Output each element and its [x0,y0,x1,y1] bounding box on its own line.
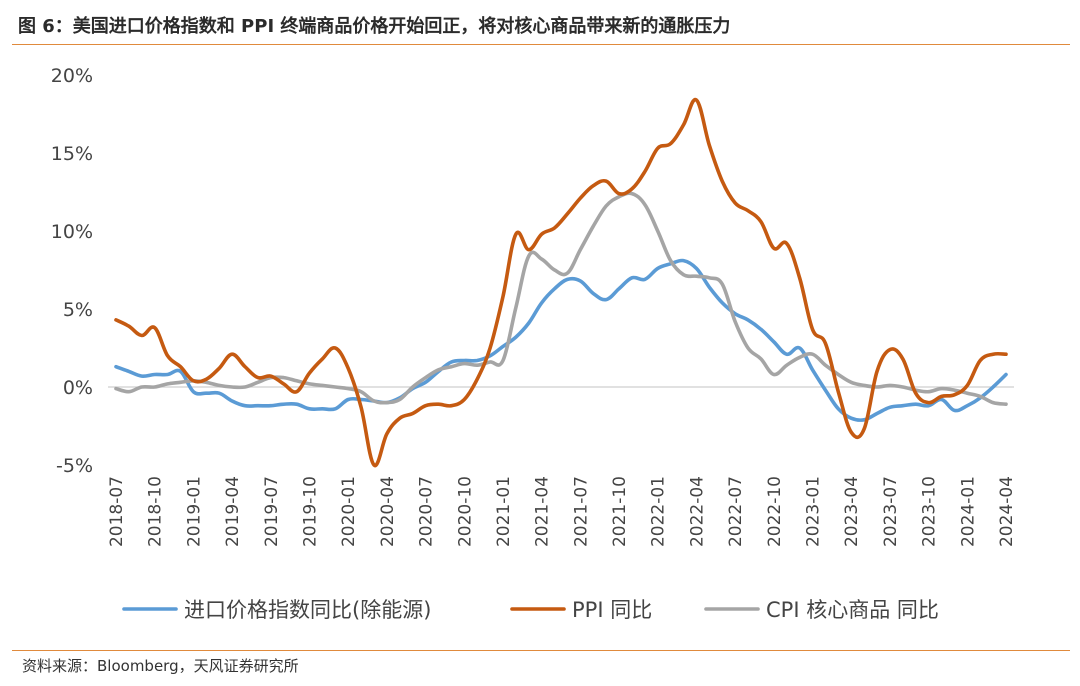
legend-label: PPI 同比 [572,598,652,622]
x-tick-label: 2022-04 [687,476,707,547]
x-tick-label: 2020-10 [455,476,475,547]
chart-title: 图 6：美国进口价格指数和 PPI 终端商品价格开始回正，将对核心商品带来新的通… [18,16,731,37]
y-tick-label: 10% [51,221,93,243]
x-tick-label: 2019-07 [262,476,282,547]
x-tick-label: 2022-01 [649,476,669,547]
y-tick-label: 5% [63,299,93,321]
x-tick-label: 2024-01 [958,476,978,547]
legend-label: CPI 核心商品 同比 [766,598,939,622]
x-tick-label: 2021-04 [533,476,553,547]
x-tick-label: 2018-07 [107,476,127,547]
source-divider [12,650,1070,651]
source-note: 资料来源：Bloomberg，天风证券研究所 [22,657,299,675]
x-tick-label: 2023-01 [804,476,824,547]
x-tick-label: 2023-04 [842,476,862,547]
x-tick-label: 2021-01 [494,476,514,547]
x-tick-label: 2018-10 [146,476,166,547]
x-tick-label: 2019-10 [300,476,320,547]
x-tick-label: 2021-07 [571,476,591,547]
x-tick-label: 2022-10 [765,476,785,547]
y-tick-label: -5% [56,455,93,477]
x-tick-label: 2020-04 [378,476,398,547]
title-divider [12,44,1070,45]
x-tick-label: 2020-01 [339,476,359,547]
import-price-line [114,258,1008,422]
y-tick-label: 15% [51,143,93,165]
cpi-core-goods-line [114,191,1008,406]
y-tick-label: 20% [51,65,93,87]
x-tick-label: 2023-10 [920,476,940,547]
x-tick-label: 2024-04 [997,476,1017,547]
x-tick-label: 2023-07 [881,476,901,547]
legend-label: 进口价格指数同比(除能源) [184,598,431,622]
ppi-line [114,97,1008,468]
x-tick-label: 2022-07 [726,476,746,547]
x-tick-label: 2021-10 [610,476,630,547]
x-tick-label: 2020-07 [417,476,437,547]
x-tick-label: 2019-01 [184,476,204,547]
x-tick-label: 2019-04 [223,476,243,547]
y-tick-label: 0% [63,377,93,399]
